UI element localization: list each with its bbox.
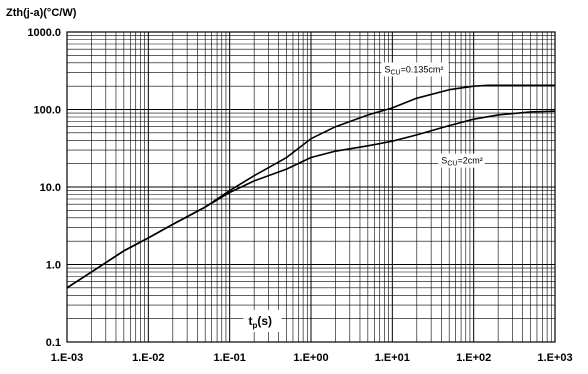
series-line-2 <box>66 110 556 289</box>
y-tick-label: 100.0 <box>33 105 61 117</box>
x-tick-label: 1.E+03 <box>537 352 572 364</box>
x-tick-label: 1.E+01 <box>375 352 410 364</box>
plot-frame <box>66 31 556 343</box>
series-label-suffix: =0.135cm² <box>401 65 444 75</box>
series-label-background <box>438 153 485 168</box>
series-label-2: SCU=2cm² <box>441 156 482 168</box>
x-axis-label-main: t <box>248 314 252 328</box>
series-label-background <box>381 62 449 77</box>
x-tick-label: 1.E-03 <box>51 352 83 364</box>
series-label-suffix: =2cm² <box>457 156 482 166</box>
x-axis-label-box: tp(s) <box>243 310 282 332</box>
x-axis-label: tp(s) <box>248 314 272 330</box>
series-label-main: S <box>384 65 390 75</box>
x-tick-label: 1.E+02 <box>456 352 491 364</box>
x-axis-label-background <box>243 310 282 332</box>
series-label-sub: CU <box>447 161 457 168</box>
series-label-sub: CU <box>390 70 400 77</box>
x-axis-label-sub: p <box>252 321 257 330</box>
y-tick-label: 0.1 <box>46 337 61 349</box>
tick-labels: 1.E-03 1.E-02 1.E-01 1.E+00 1.E+01 1.E+02 1.E+… <box>27 27 572 364</box>
x-tick-label: 1.E-01 <box>213 352 245 364</box>
series-label-1: SCU=0.135cm² <box>384 65 443 77</box>
series-lines <box>66 84 556 289</box>
chart-title: Zth(j-a)(°C/W) <box>6 7 77 19</box>
y-tick-label: 1.0 <box>46 260 61 272</box>
x-tick-label: 1.E-02 <box>132 352 164 364</box>
x-tick-label: 1.E+00 <box>293 352 328 364</box>
grid <box>66 32 555 343</box>
x-axis-label-suffix: (s) <box>257 314 272 328</box>
y-tick-label: 10.0 <box>40 182 61 194</box>
y-tick-label: 1000.0 <box>27 27 61 39</box>
series-label-main: S <box>441 156 447 166</box>
